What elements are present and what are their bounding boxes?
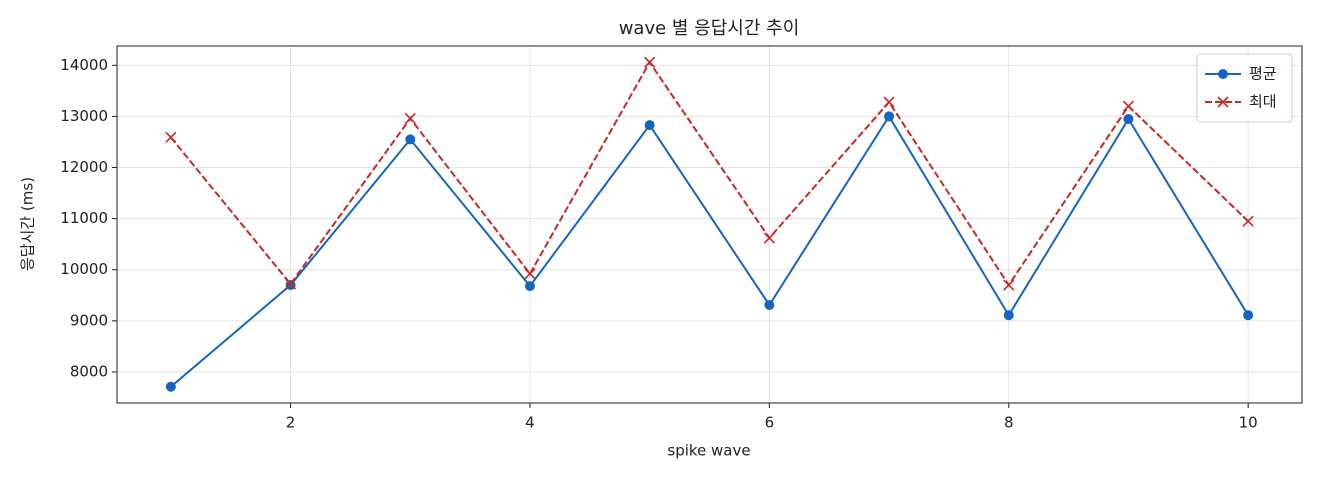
x-tick-label: 6 [765,414,775,432]
marker [1003,279,1015,291]
series-line [170,114,1249,388]
y-tick-label: 12000 [60,158,108,176]
legend-label: 최대 [1249,93,1277,111]
y-tick-label: 10000 [60,260,108,278]
marker [764,299,775,310]
y-tick-label: 9000 [70,311,108,329]
legend-box [1196,53,1293,123]
marker [165,131,177,143]
marker [404,112,416,125]
marker [524,268,536,280]
marker [1122,100,1135,112]
y-tick-label: 13000 [60,107,108,125]
series-line [170,60,1249,287]
marker [644,120,655,131]
marker [405,134,416,145]
x-tick-label: 4 [525,414,535,432]
plot-frame [116,45,1303,404]
marker [1003,310,1014,321]
x-tick-label: 10 [1239,414,1258,432]
marker [1218,69,1228,79]
marker [1243,310,1254,321]
y-tick-label: 11000 [60,209,108,227]
y-axis-label: 응답시간 (ms) [19,177,37,271]
marker [1123,113,1134,124]
marker [884,111,895,122]
marker [883,96,895,108]
marker [644,56,656,68]
x-tick-label: 2 [286,414,296,432]
legend-label: 평균 [1249,65,1277,83]
marker [524,281,535,292]
marker [284,278,297,290]
marker [1242,215,1254,227]
chart-title: wave 별 응답시간 추이 [619,18,800,39]
marker [763,232,775,244]
x-axis-label: spike wave [667,442,750,460]
y-tick-label: 8000 [70,362,108,380]
y-tick-label: 14000 [60,56,108,74]
x-tick-label: 8 [1004,414,1014,432]
marker [165,381,176,392]
marker [1217,96,1229,108]
